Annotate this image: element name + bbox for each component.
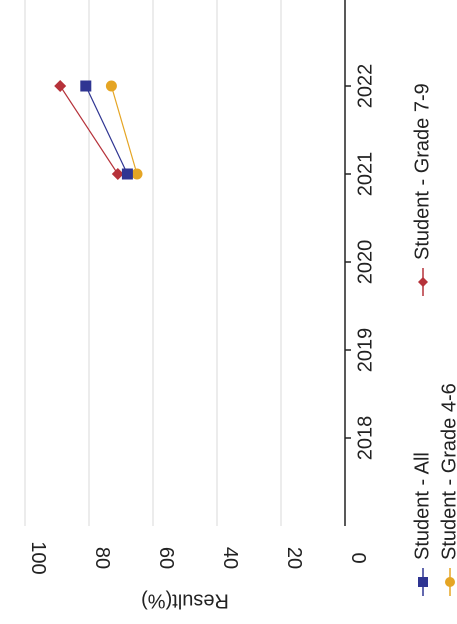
legend-item: Student - Grade 4-6 — [438, 383, 457, 596]
series-line — [110, 85, 138, 175]
series-student-grade-4-6 — [105, 80, 143, 180]
series-layer — [54, 80, 143, 180]
y-axis-title: Result(%) — [141, 590, 229, 612]
data-point — [131, 168, 143, 180]
y-tick-label: 40 — [219, 547, 241, 569]
data-point — [445, 577, 455, 587]
legend-label: Student - Grade 7-9 — [411, 83, 433, 260]
x-tick-label: 2022 — [354, 64, 376, 109]
x-axis: 2018 2019 2020 2021 2022 — [345, 64, 376, 461]
series-student-grade-7-9 — [54, 80, 124, 180]
series-line — [85, 85, 128, 175]
x-tick-label: 2020 — [354, 240, 376, 285]
y-axis: 0 20 40 60 80 100 — [27, 541, 369, 574]
data-point — [111, 168, 124, 180]
data-point — [80, 80, 92, 92]
data-point — [418, 577, 428, 587]
x-tick-label: 2021 — [354, 152, 376, 197]
grid-lines — [24, 0, 282, 526]
data-point — [105, 80, 117, 92]
x-tick-label: 2018 — [354, 416, 376, 461]
series-student-all — [80, 80, 133, 180]
data-point — [418, 277, 428, 287]
series-line — [59, 85, 119, 175]
x-tick-label: 2019 — [354, 328, 376, 373]
legend-label: Student - All — [411, 452, 433, 560]
legend-item: Student - Grade 7-9 — [411, 83, 433, 296]
y-tick-label: 80 — [91, 547, 113, 569]
legend-item: Student - All — [411, 452, 433, 596]
legend-label: Student - Grade 4-6 — [438, 383, 457, 560]
legend: Student - All Student - Grade 4-6 Student … — [411, 83, 457, 596]
y-tick-label: 100 — [27, 541, 49, 574]
y-tick-label: 0 — [347, 552, 369, 563]
data-point — [121, 168, 133, 180]
y-tick-label: 20 — [283, 547, 305, 569]
y-tick-label: 60 — [155, 547, 177, 569]
data-point — [54, 80, 67, 92]
